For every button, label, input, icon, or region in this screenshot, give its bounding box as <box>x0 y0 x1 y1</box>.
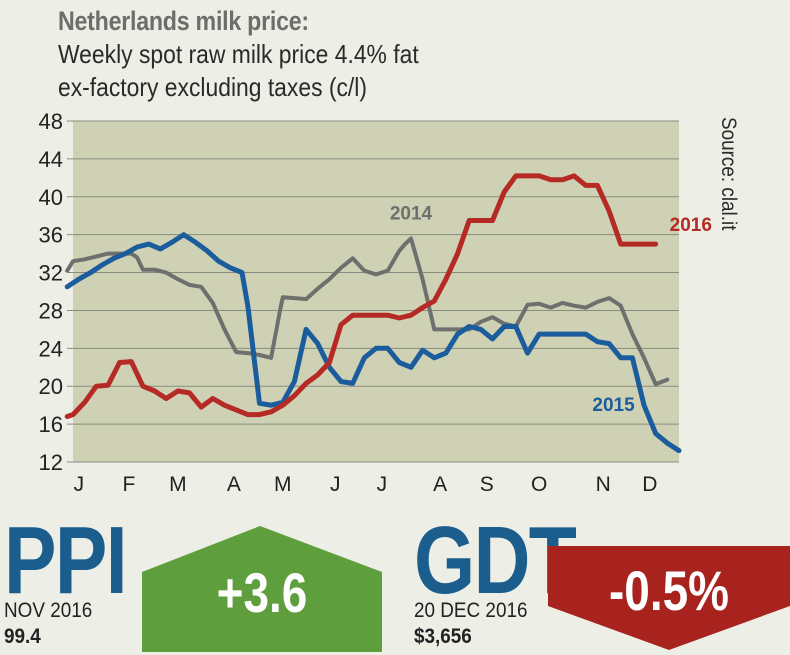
x-tick-label: D <box>642 473 657 496</box>
x-tick-label: J <box>330 473 341 496</box>
subtitle-line-2: ex-factory excluding taxes (c/l) <box>58 72 368 102</box>
y-tick-label: 36 <box>39 223 63 248</box>
series-line-2015 <box>64 232 682 454</box>
milk-price-chart: 12 16 20 24 28 32 36 40 44 48 J F M A M J J A S O N D 2014 2015… <box>39 109 712 496</box>
x-tick-label: F <box>123 473 136 496</box>
gdt-date: 20 DEC 2016 <box>414 599 528 622</box>
chart-title: Netherlands milk price: <box>58 6 309 36</box>
x-tick-label: J <box>74 473 85 496</box>
y-tick-label: 16 <box>39 412 63 437</box>
y-tick-label: 48 <box>39 109 63 134</box>
x-tick-label: N <box>596 473 611 496</box>
x-tick-label: A <box>227 473 241 496</box>
y-tick-label: 32 <box>39 261 63 286</box>
ppi-date: NOV 2016 <box>4 599 93 622</box>
gdt-meta: 20 DEC 2016 $3,656 <box>414 598 527 650</box>
ppi-change-badge <box>142 526 382 652</box>
x-tick-label: M <box>274 473 292 496</box>
y-tick-label: 28 <box>39 298 63 323</box>
y-tick-label: 44 <box>39 147 63 172</box>
x-tick-label: O <box>531 473 547 496</box>
gdt-change: -0.5% <box>609 559 729 622</box>
ppi-badge-shape <box>142 526 382 652</box>
y-tick-label: 20 <box>39 374 63 399</box>
series-line-2014 <box>65 236 670 387</box>
gdt-value: $3,656 <box>414 625 472 648</box>
source-label: Source: clal.it <box>717 117 740 231</box>
series-label-2014: 2014 <box>390 204 433 225</box>
x-tick-label: M <box>169 473 187 496</box>
y-tick-label: 24 <box>39 336 63 361</box>
ppi-value: 99.4 <box>4 625 41 648</box>
ppi-label: PPI <box>4 507 128 614</box>
ppi-meta: NOV 2016 99.4 <box>4 598 92 650</box>
gdt-change-badge <box>548 546 790 650</box>
y-tick-label: 40 <box>39 185 63 210</box>
y-tick-label: 12 <box>39 450 63 475</box>
series-line-2016 <box>64 173 659 419</box>
series-label-2016: 2016 <box>670 215 712 236</box>
x-tick-label: S <box>480 473 494 496</box>
x-tick-label: A <box>433 473 447 496</box>
chart-subtitle: Weekly spot raw milk price 4.4% fat ex-f… <box>58 38 551 104</box>
gdt-badge-shape <box>548 546 790 650</box>
subtitle-line-1: Weekly spot raw milk price 4.4% fat <box>58 39 419 69</box>
x-tick-label: J <box>377 473 388 496</box>
series-label-2015: 2015 <box>592 395 635 416</box>
plot-background <box>73 121 679 462</box>
ppi-change: +3.6 <box>216 561 308 624</box>
